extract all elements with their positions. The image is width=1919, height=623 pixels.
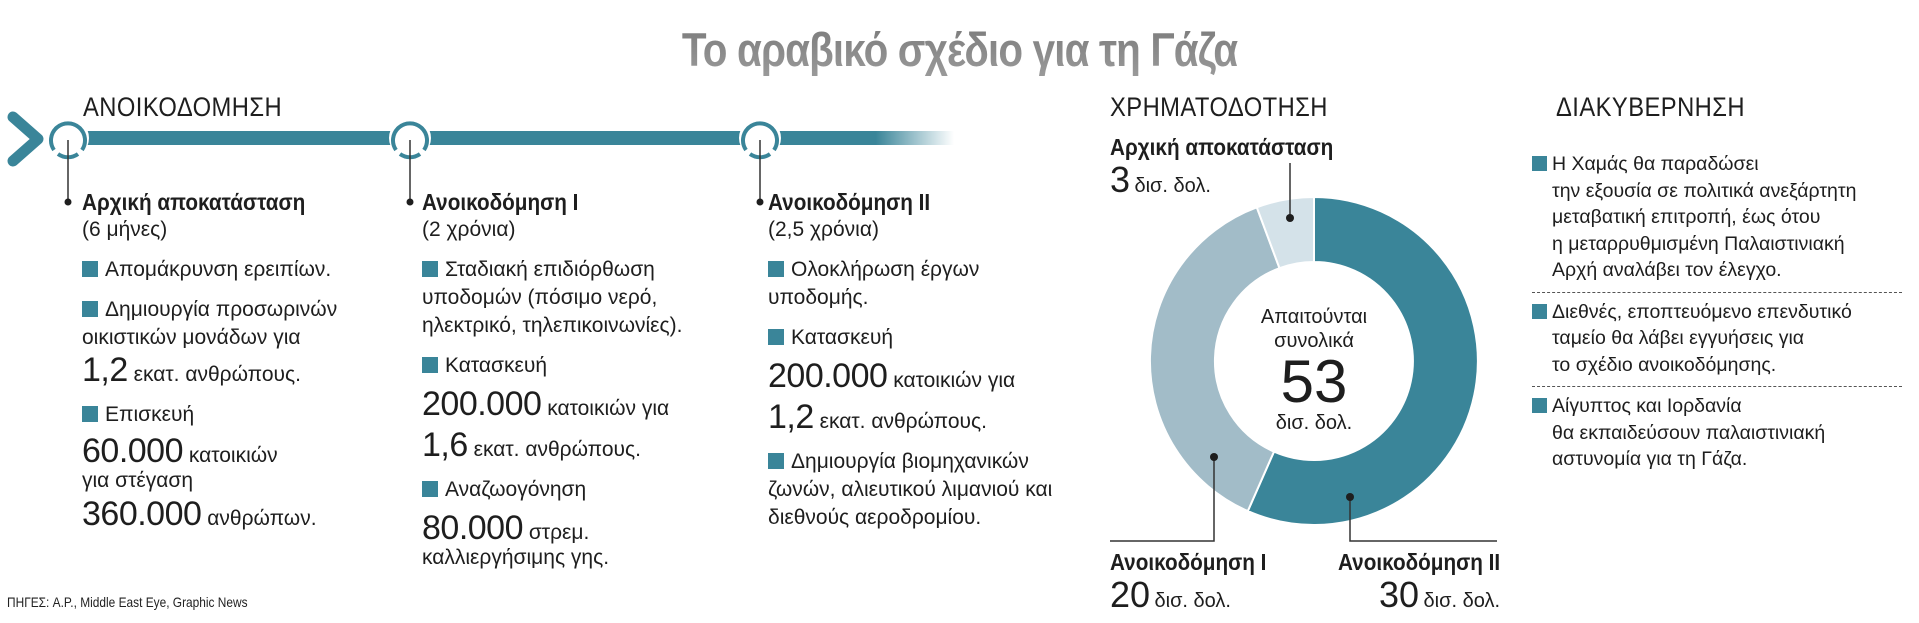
bullet-square-icon (82, 301, 98, 317)
phase-title: Ανοικοδόμηση Ι (422, 189, 579, 215)
section-header-funding: ΧΡΗΜΑΤΟΔΟΤΗΣΗ (1110, 92, 1328, 122)
phase-figure: 200.000 κατοικιών για (422, 385, 670, 423)
governance-item: Διεθνές, εποπτευόμενο επενδυτικό ταμείο … (1532, 299, 1902, 384)
funding-label-rebuild-1: Ανοικοδόμηση Ι 20 δισ. δολ. (1110, 549, 1267, 615)
phase-duration: (2 χρόνια) (422, 218, 516, 241)
phase-figure-line: καλλιεργήσιμης γης. (422, 546, 610, 569)
governance-list: Η Χαμάς θα παραδώσει την εξουσία σε πολι… (1532, 151, 1902, 478)
phase-bullet: Δημιουργία προσωρινών οικιστικών μονάδων… (82, 298, 338, 349)
donut-total: 53 (1280, 348, 1348, 415)
infographic-title: Το αραβικό σχέδιο για τη Γάζα (134, 22, 1784, 77)
phase-figure: 80.000 στρεμ. (422, 509, 590, 547)
phase-bullet: Απομάκρυνση ερειπίων. (82, 256, 382, 284)
bullet-square-icon (1532, 398, 1547, 413)
phase-column-rebuild-2: Ανοικοδόμηση ΙΙ (2,5 χρόνια) Ολοκλήρωση … (768, 188, 1068, 532)
phase-title: Ανοικοδόμηση ΙΙ (768, 189, 931, 215)
funding-donut-chart (1110, 163, 1497, 542)
timeline-node-icon (47, 117, 89, 206)
chevron-right-icon (7, 111, 44, 167)
bullet-square-icon (1532, 303, 1547, 319)
phase-figure: 1,2 εκατ. ανθρώπους. (768, 398, 987, 436)
dashed-divider (1532, 386, 1902, 387)
phase-figure: 60.000 κατοικιών (82, 432, 278, 470)
timeline-node-icon (739, 117, 781, 206)
donut-center-label: Απαιτούνται συνολικά 53 δισ. δολ. (1234, 305, 1394, 435)
bullet-square-icon (422, 481, 438, 497)
phase-duration: (6 μήνες) (82, 218, 168, 241)
section-header-governance: ΔΙΑΚΥΒΕΡΝΗΣΗ (1556, 92, 1746, 122)
bullet-square-icon (82, 261, 98, 277)
phase-figure: 1,2 εκατ. ανθρώπους. (82, 351, 301, 389)
phase-bullet: Κατασκευή (422, 352, 722, 380)
bullet-square-icon (1532, 156, 1547, 171)
phase-bullet: Δημιουργία βιομηχανικών ζωνών, αλιευτικο… (768, 450, 1053, 529)
dashed-divider (1532, 291, 1902, 293)
phase-bullet: Σταδιακή επιδιόρθωση υποδομών (πόσιμο νε… (422, 258, 683, 337)
funding-label-rebuild-2: Ανοικοδόμηση ΙΙ 30 δισ. δολ. (1338, 549, 1501, 615)
timeline-markers (47, 117, 781, 206)
phase-figure-line: για στέγαση (82, 469, 194, 492)
phase-bullet: Ολοκλήρωση έργων υποδομής. (768, 258, 980, 309)
source-credit: ΠΗΓΕΣ: A.P., Middle East Eye, Graphic Ne… (7, 594, 248, 610)
phase-figure: 1,6 εκατ. ανθρώπους. (422, 426, 641, 464)
phase-duration: (2,5 χρόνια) (768, 218, 879, 241)
funding-label-initial: Αρχική αποκατάσταση 3 δισ. δολ. (1110, 134, 1334, 200)
donut-segment-rebuild-1 (1148, 206, 1281, 513)
bullet-square-icon (768, 453, 784, 469)
bullet-square-icon (768, 261, 784, 277)
phase-bullet: Αναζωογόνηση (422, 476, 722, 504)
governance-item: Η Χαμάς θα παραδώσει την εξουσία σε πολι… (1532, 151, 1902, 289)
phase-figure: 360.000 ανθρώπων. (82, 495, 317, 533)
timeline-bar (84, 131, 954, 145)
phase-bullet: Επισκευή (82, 401, 382, 429)
phase-column-initial: Αρχική αποκατάσταση (6 μήνες) Απομάκρυνσ… (82, 188, 382, 533)
donut-segment-rebuild-2 (1246, 195, 1479, 526)
governance-item: Αίγυπτος και Ιορδανία θα εκπαιδεύσουν πα… (1532, 393, 1902, 478)
bullet-square-icon (768, 329, 784, 345)
phase-bullet: Κατασκευή (768, 324, 1068, 352)
phase-column-rebuild-1: Ανοικοδόμηση Ι (2 χρόνια) Σταδιακή επιδι… (422, 188, 722, 569)
bullet-square-icon (422, 357, 438, 373)
timeline-node-icon (389, 117, 431, 206)
bullet-square-icon (422, 261, 438, 277)
bullet-square-icon (82, 406, 98, 422)
donut-segment-initial (1255, 195, 1315, 270)
phase-figure: 200.000 κατοικιών για (768, 357, 1016, 395)
phase-title: Αρχική αποκατάσταση (82, 189, 306, 215)
section-header-rebuilding: ΑΝΟΙΚΟΔΟΜΗΣΗ (83, 92, 283, 122)
